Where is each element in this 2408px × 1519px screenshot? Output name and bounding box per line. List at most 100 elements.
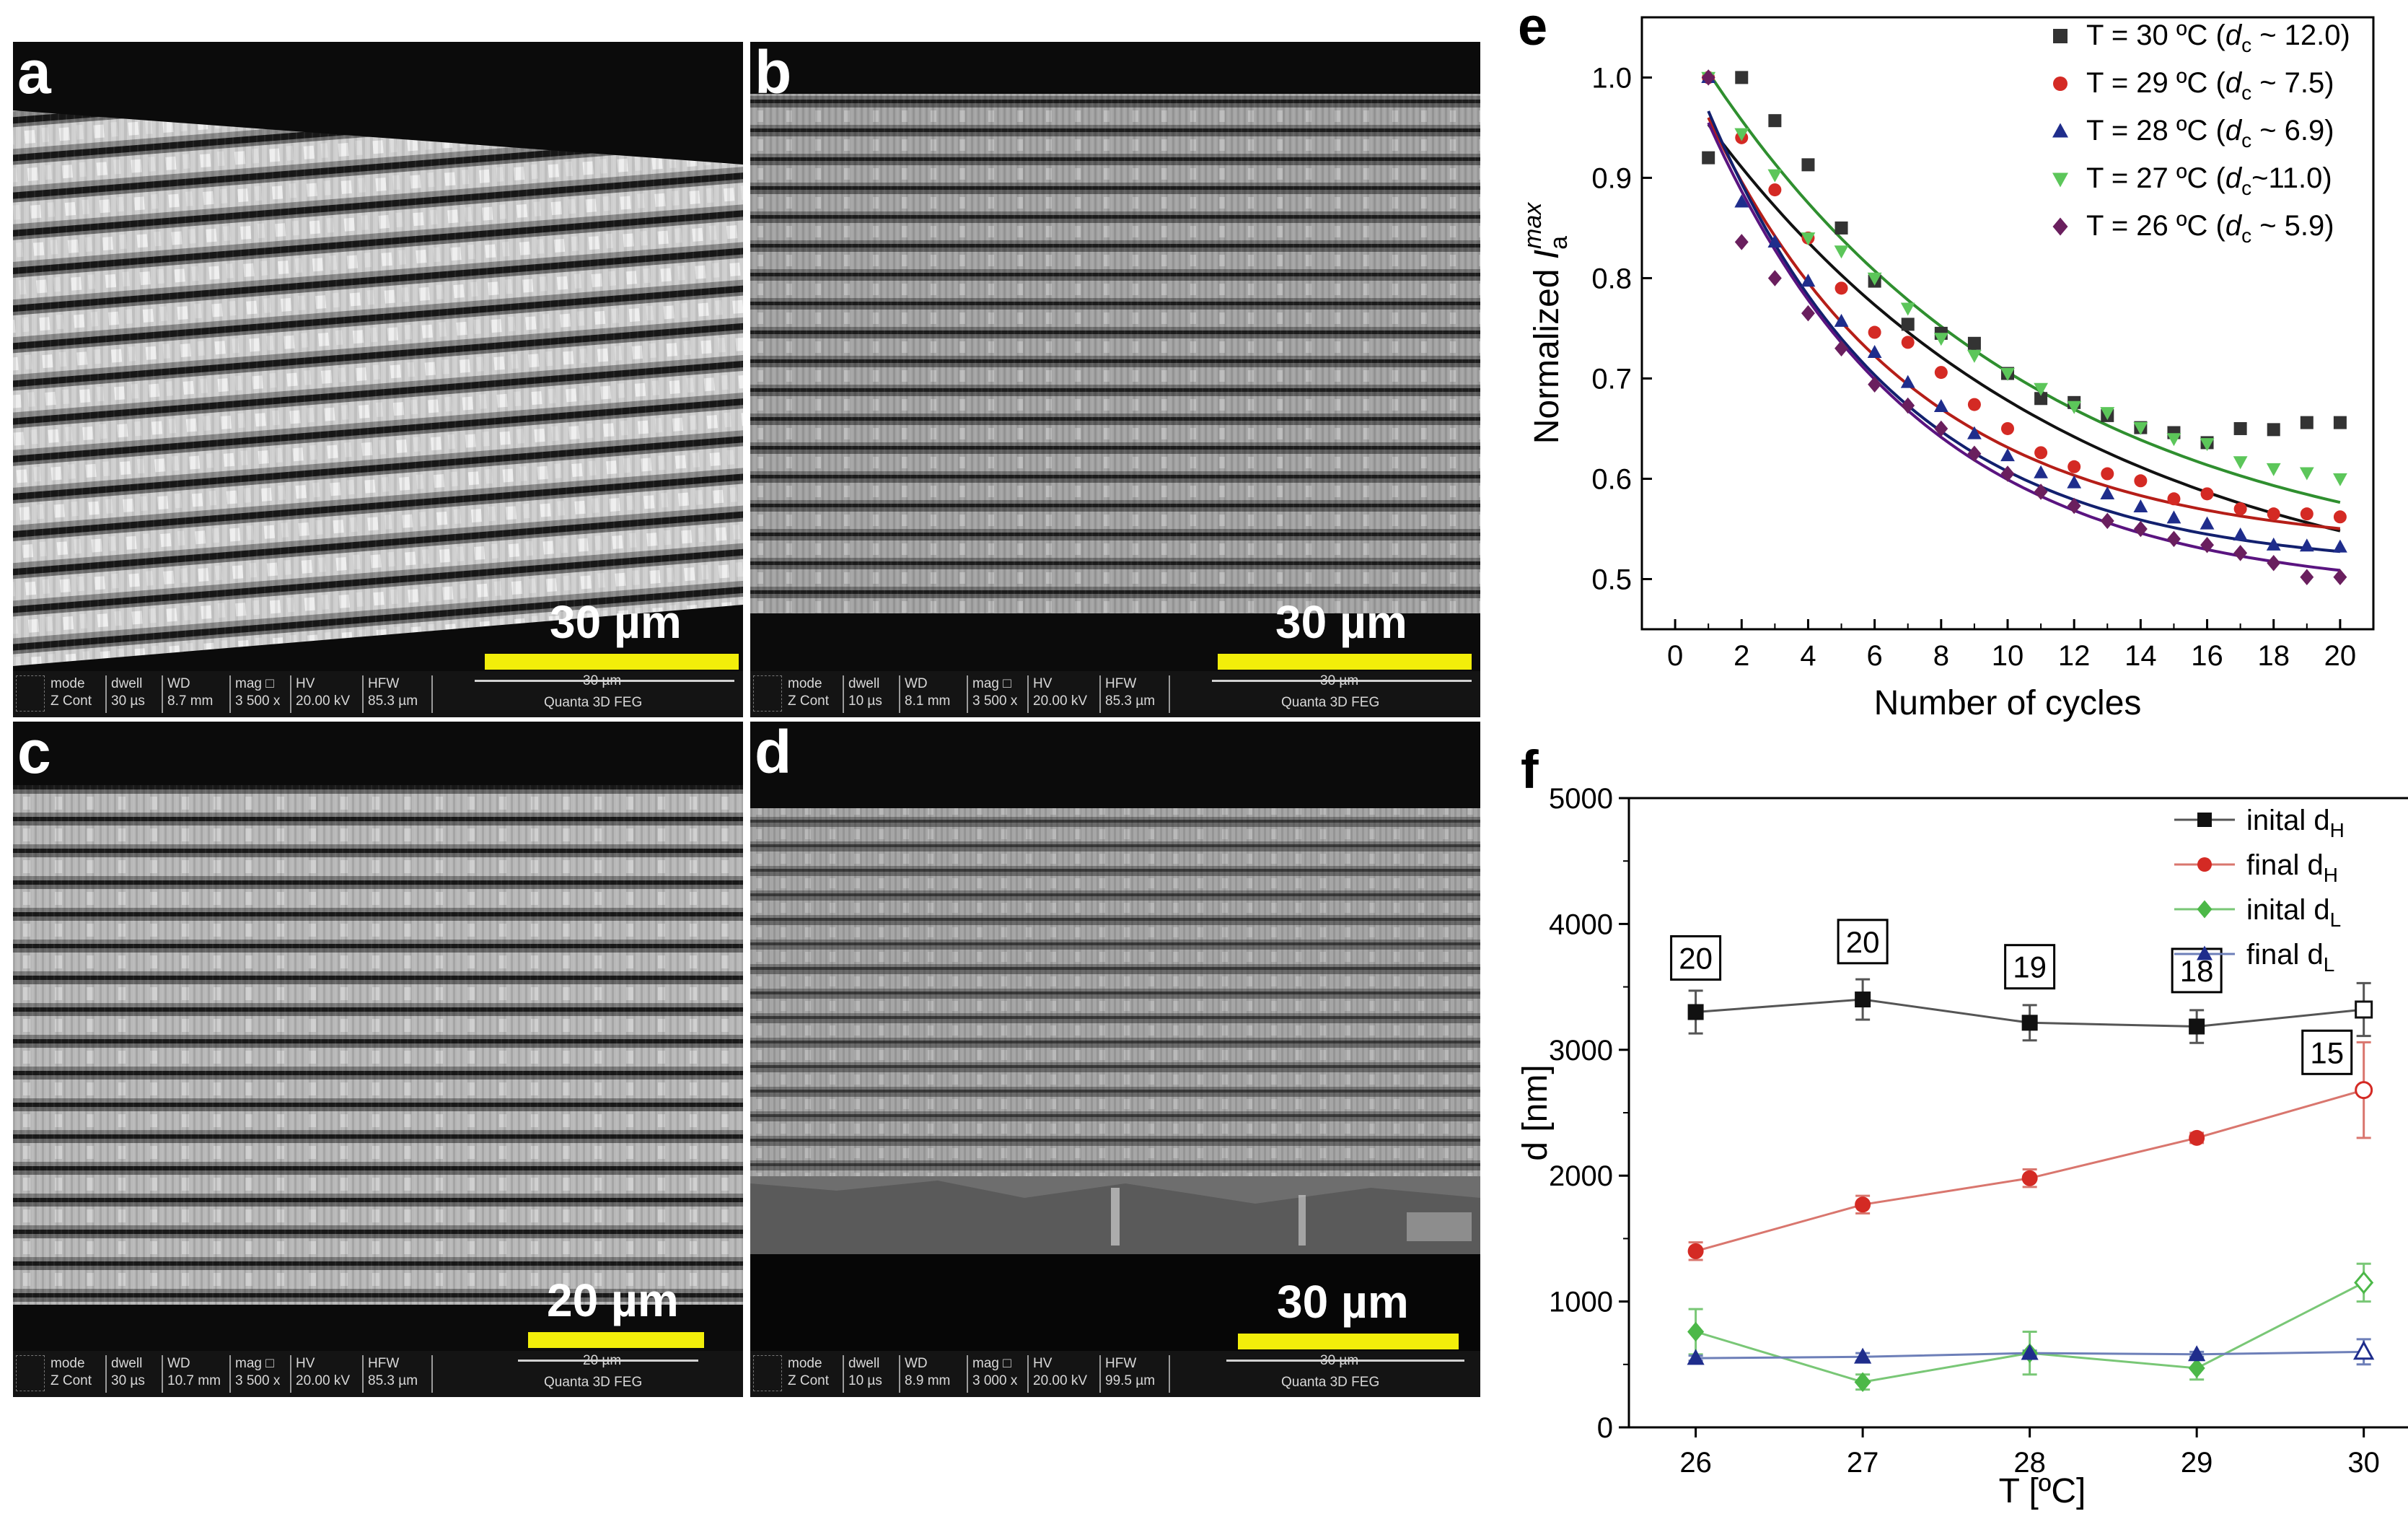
data-point-e-2 bbox=[2299, 538, 2314, 552]
legend-marker-f-3 bbox=[2197, 945, 2213, 960]
data-point-e-4 bbox=[1901, 397, 1915, 414]
databar-hv-value: 20.00 kV bbox=[1033, 693, 1087, 709]
data-point-e-3 bbox=[2266, 463, 2281, 476]
panel-letter-b: b bbox=[755, 42, 792, 106]
data-point-e-3 bbox=[2299, 467, 2314, 481]
count-box-f bbox=[2301, 1029, 2353, 1075]
sem-databar-c: mode Z Cont dwell 30 µs WD 10.7 mm mag □ 3 5… bbox=[13, 1351, 743, 1397]
x-tick-label-e: 12 bbox=[2058, 640, 2091, 672]
sem-image-a bbox=[13, 42, 743, 671]
data-point-e-1 bbox=[2200, 487, 2214, 501]
data-point-e-2 bbox=[2166, 510, 2181, 524]
data-point-e-2 bbox=[1734, 194, 1749, 208]
data-point-e-3 bbox=[2333, 473, 2347, 486]
count-label-f: 15 bbox=[2310, 1036, 2344, 1069]
data-point-f-2 bbox=[2188, 1358, 2205, 1378]
data-point-e-4 bbox=[2167, 530, 2181, 548]
databar-mag-label: mag □ bbox=[235, 676, 274, 691]
legend-label-e-0: T = 30 ºC (dc ~ 12.0) bbox=[2086, 19, 2350, 56]
data-point-f-3 bbox=[2188, 1345, 2206, 1362]
data-point-e-0 bbox=[1967, 336, 1981, 350]
databar-hfw-label: HFW bbox=[368, 1356, 400, 1371]
x-tick-label-e: 20 bbox=[2324, 640, 2357, 672]
panel-letter-e: e bbox=[1518, 0, 1547, 56]
data-point-e-1 bbox=[2300, 507, 2313, 521]
data-point-f-0 bbox=[2189, 1018, 2205, 1035]
legend-marker-e-3 bbox=[2052, 172, 2068, 188]
x-tick-label-e: 6 bbox=[1867, 640, 1883, 672]
data-point-e-4 bbox=[1701, 69, 1715, 86]
databar-hv-label: HV bbox=[296, 676, 315, 691]
databar-hfw-value: 99.5 µm bbox=[1105, 1373, 1156, 1388]
legend-label-f-0: inital dH bbox=[2246, 805, 2345, 841]
data-point-e-3 bbox=[1834, 245, 1849, 259]
data-point-e-2 bbox=[2266, 537, 2281, 551]
scale-bar-d bbox=[1238, 1334, 1459, 1349]
fit-curve-e-0 bbox=[1707, 123, 2341, 533]
data-point-e-4 bbox=[1967, 445, 1982, 462]
data-point-e-3 bbox=[1967, 349, 1982, 363]
y-tick-label-f: 2000 bbox=[1549, 1160, 1613, 1192]
data-point-e-0 bbox=[1901, 318, 1915, 331]
databar-instrument: Quanta 3D FEG bbox=[1281, 1375, 1380, 1390]
y-tick-label-f: 4000 bbox=[1549, 909, 1613, 940]
scale-bar-c bbox=[528, 1332, 704, 1348]
legend-marker-f-1 bbox=[2197, 857, 2212, 872]
data-point-f-3 bbox=[2021, 1344, 2039, 1360]
legend-marker-f-0 bbox=[2197, 813, 2212, 827]
count-label-f: 19 bbox=[2013, 950, 2047, 984]
y-axis-label-f: d [nm] bbox=[1516, 1064, 1555, 1160]
databar-mode-value: Z Cont bbox=[788, 1373, 830, 1388]
data-point-e-4 bbox=[2267, 554, 2281, 572]
databar-mode-label: mode bbox=[50, 676, 85, 691]
data-point-f-0 bbox=[1687, 1004, 1704, 1020]
databar-hfw-label: HFW bbox=[1105, 1356, 1137, 1371]
legend-marker-e-0 bbox=[2053, 29, 2068, 43]
legend-label-e-3: T = 27 ºC (dc~11.0) bbox=[2086, 162, 2332, 199]
data-point-e-4 bbox=[2233, 545, 2248, 561]
legend-f: inital dH final dH inital dL final dL bbox=[2174, 805, 2345, 976]
databar-scale-value: 30 µm bbox=[1320, 1353, 1359, 1368]
databar-mag-value: 3 000 x bbox=[972, 1373, 1018, 1388]
data-point-e-2 bbox=[2100, 486, 2115, 499]
databar-mag-value: 3 500 x bbox=[972, 693, 1018, 709]
y-tick-label-f: 5000 bbox=[1549, 783, 1613, 815]
data-point-e-1 bbox=[2134, 474, 2148, 488]
x-tick-label-e: 14 bbox=[2124, 640, 2157, 672]
data-point-e-4 bbox=[1934, 420, 1948, 437]
databar-mode-label: mode bbox=[788, 1356, 822, 1371]
data-point-f-1 bbox=[1687, 1243, 1704, 1259]
data-point-e-0 bbox=[1702, 151, 1715, 165]
data-point-e-3 bbox=[1867, 272, 1882, 286]
fei-logo-icon bbox=[16, 675, 45, 712]
databar-mode-value: Z Cont bbox=[50, 1373, 92, 1388]
data-point-e-4 bbox=[2133, 520, 2148, 538]
data-point-e-1 bbox=[1768, 183, 1782, 197]
data-point-e-1 bbox=[2034, 446, 2048, 460]
data-point-e-2 bbox=[1967, 426, 1982, 439]
scale-bar-label-a: 30 µm bbox=[550, 596, 682, 648]
databar-mag-value: 3 500 x bbox=[235, 1373, 281, 1388]
data-point-f-3 bbox=[1854, 1347, 1872, 1364]
data-point-e-4 bbox=[2100, 512, 2114, 530]
data-point-e-3 bbox=[2067, 400, 2082, 414]
y-tick-label-f: 3000 bbox=[1549, 1035, 1613, 1067]
databar-instrument: Quanta 3D FEG bbox=[1281, 695, 1380, 710]
data-point-e-2 bbox=[1900, 375, 1915, 388]
legend-label-f-3: final dL bbox=[2246, 939, 2334, 976]
databar-scale-value: 30 µm bbox=[1320, 673, 1359, 688]
databar-hv-value: 20.00 kV bbox=[1033, 1373, 1087, 1388]
databar-wd-label: WD bbox=[905, 1356, 928, 1371]
sem-image-c bbox=[13, 722, 743, 1351]
panel-letter-c: c bbox=[17, 722, 51, 786]
data-point-e-3 bbox=[2166, 433, 2181, 447]
data-point-f-1 bbox=[2021, 1170, 2038, 1186]
databar-dwell-label: dwell bbox=[111, 676, 143, 691]
data-point-f-2 bbox=[2354, 1271, 2374, 1295]
data-point-e-3 bbox=[2100, 407, 2115, 421]
data-point-e-3 bbox=[2133, 421, 2148, 435]
data-point-e-2 bbox=[2034, 465, 2048, 478]
databar-instrument: Quanta 3D FEG bbox=[544, 695, 643, 710]
data-point-e-3 bbox=[1734, 128, 1749, 141]
count-label-f: 20 bbox=[1846, 925, 1880, 959]
